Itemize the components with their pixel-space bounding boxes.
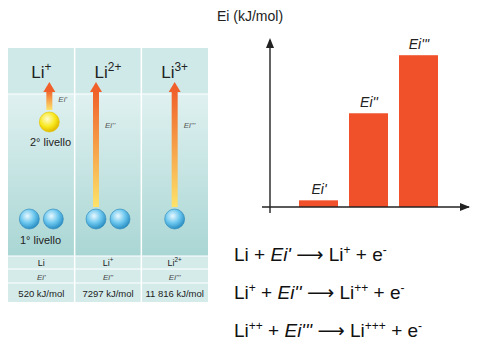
svg-text:7297 kJ/mol: 7297 kJ/mol: [82, 288, 133, 299]
svg-text:Li: Li: [38, 258, 45, 268]
svg-text:Ei'': Ei'': [103, 273, 114, 282]
svg-text:Li3+: Li3+: [161, 60, 188, 82]
svg-text:2° livello: 2° livello: [30, 136, 71, 148]
svg-text:Ei': Ei': [58, 95, 67, 104]
svg-text:Ei''': Ei''': [169, 273, 181, 282]
svg-text:1° livello: 1° livello: [20, 234, 61, 246]
svg-text:Li+: Li+: [103, 256, 114, 268]
svg-text:Ei'': Ei'': [360, 94, 379, 110]
svg-text:Ei''': Ei''': [409, 36, 431, 52]
html-text:Li+++ Ei''' ⟶ Li++++ e-: Li+++ Ei''' ⟶ Li++++ e-: [234, 318, 423, 341]
svg-text:Ei'': Ei'': [105, 121, 116, 130]
svg-text:Ei': Ei': [311, 181, 327, 197]
svg-text:Ei (kJ/mol): Ei (kJ/mol): [217, 8, 283, 24]
svg-text:11 816 kJ/mol: 11 816 kJ/mol: [145, 288, 203, 299]
svg-text:Ei''': Ei''': [184, 121, 196, 130]
html-text:Li++ Ei'' ⟶ Li+++ e-: Li++ Ei'' ⟶ Li+++ e-: [234, 280, 405, 303]
html-text:Li + Ei' ⟶ Li++ e-: Li + Ei' ⟶ Li++ e-: [234, 242, 387, 265]
svg-text:Ei': Ei': [37, 273, 46, 282]
svg-text:Li+: Li+: [31, 60, 51, 82]
svg-text:Li2+: Li2+: [168, 256, 183, 268]
svg-text:520 kJ/mol: 520 kJ/mol: [18, 288, 64, 299]
svg-text:Li2+: Li2+: [95, 60, 122, 82]
